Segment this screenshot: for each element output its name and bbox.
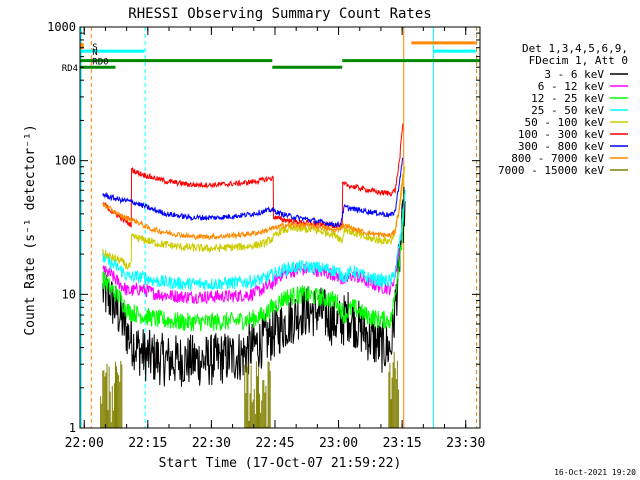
y-tick-label: 10 <box>62 287 76 301</box>
y-tick-label: 100 <box>54 154 76 168</box>
legend-label: 12 - 25 keV <box>531 92 604 105</box>
series-50-100-kev <box>102 166 406 271</box>
flag-label-s: S <box>92 43 97 53</box>
series-25-50-kev <box>102 190 406 291</box>
x-tick-label: 23:30 <box>446 436 485 451</box>
y-tick-label: 1 <box>69 421 76 435</box>
flag-label-n: N <box>92 48 97 58</box>
footer-timestamp: 16-Oct-2021 19:20 <box>554 468 636 477</box>
x-tick-label: 22:45 <box>255 436 294 451</box>
axes: 1 10 100 1000 22:00 22:15 22:30 22:45 23:00 23:15… <box>47 20 485 451</box>
chart-title: RHESSI Observing Summary Count Rates <box>128 6 431 22</box>
series-7000-15000-kev <box>100 351 399 428</box>
legend-label: 3 - 6 keV <box>544 68 604 81</box>
series-300-800-kev <box>102 157 404 228</box>
series-12-25-kev <box>102 193 406 332</box>
x-axis-label: Start Time (17-Oct-07 21:59:22) <box>159 456 402 471</box>
legend-label: 300 - 800 keV <box>518 140 604 153</box>
legend-label: 7000 - 15000 keV <box>498 164 604 177</box>
y-axis-label: Count Rate (s⁻¹ detector⁻¹) <box>23 124 38 335</box>
series-800-7000-kev <box>102 173 404 241</box>
series-100-300-kev <box>102 123 404 229</box>
legend-label: 25 - 50 keV <box>531 104 604 117</box>
legend-header: FDecim 1, Att 0 <box>529 54 628 67</box>
x-tick-label: 23:00 <box>319 436 358 451</box>
series-6-12-kev <box>102 190 406 305</box>
legend-label: 6 - 12 keV <box>538 80 605 93</box>
x-tick-label: 22:15 <box>128 436 167 451</box>
plot-frame <box>79 26 481 429</box>
flag-label-rd4: RD4 <box>62 64 78 74</box>
legend: Det 1,3,4,5,6,9,FDecim 1, Att 03 - 6 keV… <box>498 42 628 177</box>
legend-header: Det 1,3,4,5,6,9, <box>522 42 628 55</box>
x-tick-label: 22:00 <box>65 436 104 451</box>
legend-label: 100 - 300 keV <box>518 128 604 141</box>
flag-label-rd0: RD0 <box>92 58 108 68</box>
x-tick-label: 23:15 <box>383 436 422 451</box>
legend-label: 50 - 100 keV <box>525 116 605 129</box>
x-tick-label: 22:30 <box>192 436 231 451</box>
series-3-6-kev <box>102 186 406 387</box>
flag-bar-0 <box>80 43 84 50</box>
series-layer <box>100 123 406 428</box>
legend-label: 800 - 7000 keV <box>511 152 604 165</box>
y-tick-label: 1000 <box>47 20 76 34</box>
